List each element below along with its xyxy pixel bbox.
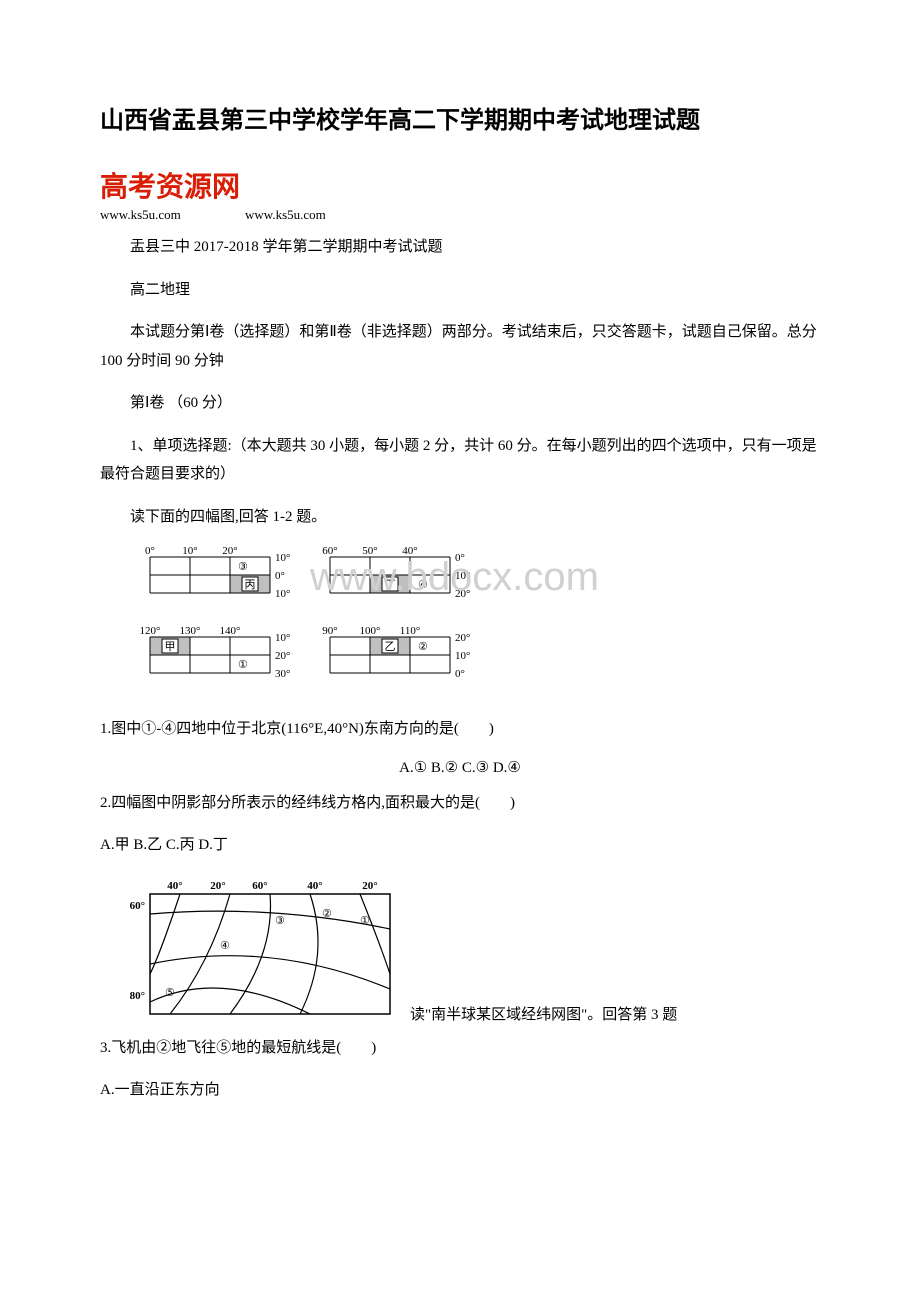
svg-text:120°: 120° [140, 625, 161, 637]
svg-text:20°: 20° [222, 545, 237, 557]
svg-text:乙: 乙 [385, 640, 396, 653]
intro-line-3: 本试题分第Ⅰ卷（选择题）和第Ⅱ卷（非选择题）两部分。考试结束后，只交答题卡，试题… [100, 318, 820, 375]
svg-text:①: ① [238, 659, 248, 671]
svg-text:③: ③ [275, 915, 285, 927]
intro-line-4: 第Ⅰ卷 （60 分） [100, 389, 820, 418]
intro-line-6: 读下面的四幅图,回答 1-2 题。 [100, 503, 820, 532]
svg-text:20°: 20° [455, 632, 470, 644]
intro-line-5: 1、单项选择题:（本大题共 30 小题，每小题 2 分，共计 60 分。在每小题… [100, 432, 820, 489]
svg-text:④: ④ [220, 940, 230, 952]
intro-line-1: 盂县三中 2017-2018 学年第二学期期中考试试题 [100, 233, 820, 262]
hemisphere-map-svg: 40° 20° 60° 40° 20° 60° 80° ① ② ③ ④ ⑤ [100, 874, 400, 1024]
q3-option-a: A.一直沿正东方向 [100, 1076, 820, 1105]
svg-text:40°: 40° [307, 880, 322, 892]
q1-options: A.① B.② C.③ D.④ [100, 758, 820, 777]
svg-text:40°: 40° [402, 545, 417, 557]
svg-text:10°: 10° [455, 570, 470, 582]
svg-text:10°: 10° [275, 588, 290, 600]
page-title: 山西省盂县第三中学校学年高二下学期期中考试地理试题 [100, 100, 820, 135]
q3-text: 3.飞机由②地飞往⑤地的最短航线是( ) [100, 1034, 820, 1063]
svg-text:90°: 90° [322, 625, 337, 637]
svg-text:50°: 50° [362, 545, 377, 557]
svg-text:40°: 40° [167, 880, 182, 892]
svg-text:30°: 30° [275, 668, 290, 680]
svg-text:60°: 60° [322, 545, 337, 557]
svg-text:丁: 丁 [385, 579, 396, 591]
svg-text:⑤: ⑤ [165, 987, 175, 999]
svg-text:①: ① [360, 915, 370, 927]
q2-text: 2.四幅图中阴影部分所表示的经纬线方格内,面积最大的是( ) [100, 789, 820, 818]
svg-text:20°: 20° [362, 880, 377, 892]
grid-maps-svg: 0° 10° 20° 10° 0° 10° 丙 ③ 60° 50° 40° 0° 10° 20° 丁 ④ 120… [130, 545, 470, 705]
svg-text:④: ④ [418, 579, 428, 591]
figure-1: www.bdocx.com 0°10°20°10°0°10°丙③60°50°40… [130, 545, 820, 705]
svg-text:80°: 80° [130, 990, 145, 1002]
logo-brand: 高考资源网 [100, 165, 240, 205]
svg-text:20°: 20° [275, 650, 290, 662]
svg-text:60°: 60° [130, 900, 145, 912]
svg-text:10°: 10° [275, 632, 290, 644]
svg-text:0°: 0° [455, 552, 465, 564]
svg-text:10°: 10° [275, 552, 290, 564]
q1-text: 1.图中①-④四地中位于北京(116°E,40°N)东南方向的是( ) [100, 715, 820, 744]
svg-text:10°: 10° [182, 545, 197, 557]
svg-text:130°: 130° [180, 625, 201, 637]
svg-text:③: ③ [238, 561, 248, 573]
svg-text:0°: 0° [455, 668, 465, 680]
svg-text:②: ② [418, 641, 428, 653]
svg-text:0°: 0° [145, 545, 155, 557]
svg-text:20°: 20° [455, 588, 470, 600]
intro-line-2: 高二地理 [100, 276, 820, 305]
svg-text:10°: 10° [455, 650, 470, 662]
svg-text:②: ② [322, 908, 332, 920]
svg-text:丙: 丙 [245, 579, 256, 591]
svg-text:甲: 甲 [165, 641, 176, 653]
q3-prefix: 读"南半球某区域经纬网图"。回答第 3 题 [410, 1003, 677, 1024]
svg-text:20°: 20° [210, 880, 225, 892]
logo-block: 高考资源网 www.ks5u.com www.ks5u.com [100, 165, 820, 223]
svg-text:140°: 140° [220, 625, 241, 637]
q2-options: A.甲 B.乙 C.丙 D.丁 [100, 831, 820, 860]
svg-text:60°: 60° [252, 880, 267, 892]
svg-text:0°: 0° [275, 570, 285, 582]
svg-text:100°: 100° [360, 625, 381, 637]
svg-text:110°: 110° [400, 625, 421, 637]
logo-url: www.ks5u.com [100, 207, 240, 223]
figure-2-block: 40° 20° 60° 40° 20° 60° 80° ① ② ③ ④ ⑤ 读"南半球某区域经纬网图"… [100, 874, 820, 1024]
logo-url-2: www.ks5u.com [245, 207, 326, 223]
